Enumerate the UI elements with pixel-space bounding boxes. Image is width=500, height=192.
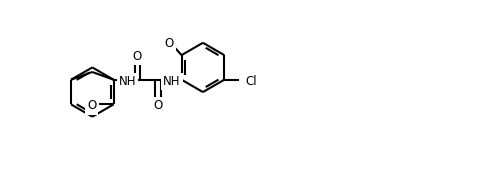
Text: O: O bbox=[87, 99, 97, 112]
Text: O: O bbox=[154, 99, 162, 112]
Text: NH: NH bbox=[118, 75, 136, 88]
Text: NH: NH bbox=[163, 75, 180, 88]
Text: O: O bbox=[132, 50, 142, 63]
Text: Cl: Cl bbox=[245, 75, 256, 88]
Text: O: O bbox=[164, 37, 173, 50]
